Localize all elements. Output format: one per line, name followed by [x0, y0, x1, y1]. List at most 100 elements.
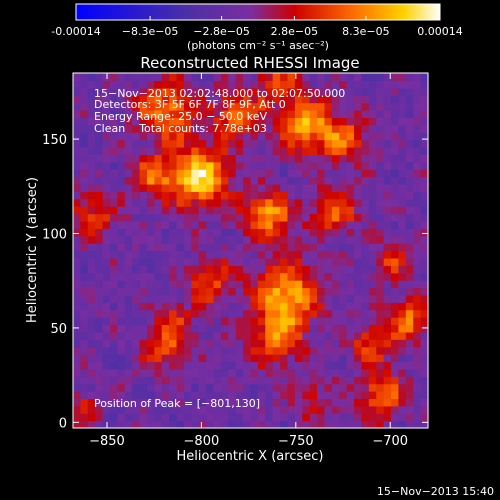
heatmap-cell [272, 213, 281, 222]
heatmap-cell [354, 191, 363, 200]
heatmap-cell [339, 169, 348, 178]
heatmap-cell [191, 354, 200, 363]
heatmap-cell [405, 235, 414, 244]
heatmap-cell [354, 154, 363, 163]
heatmap-cell [420, 102, 429, 111]
heatmap-cell [346, 154, 355, 163]
heatmap-cell [420, 161, 429, 170]
heatmap-cell [331, 287, 340, 296]
heatmap-cell [265, 80, 274, 89]
heatmap-cell [235, 324, 244, 333]
heatmap-cell [294, 368, 303, 377]
heatmap-cell [361, 73, 370, 81]
heatmap-cell [287, 250, 296, 259]
heatmap-cell [206, 87, 215, 96]
heatmap-cell [413, 405, 422, 414]
heatmap-cell [287, 331, 296, 340]
heatmap-cell [368, 169, 377, 178]
heatmap-cell [391, 206, 400, 215]
heatmap-cell [368, 73, 377, 81]
heatmap-cell [183, 294, 192, 303]
heatmap-cell [272, 398, 281, 407]
heatmap-cell [265, 213, 274, 222]
heatmap-cell [391, 354, 400, 363]
heatmap-cell [228, 405, 237, 414]
heatmap-cell [309, 198, 318, 207]
heatmap-cell [124, 191, 133, 200]
heatmap-cell [124, 235, 133, 244]
heatmap-cell [191, 206, 200, 215]
heatmap-cell [80, 272, 89, 281]
heatmap-cell [176, 191, 185, 200]
heatmap-cell [176, 161, 185, 170]
heatmap-cell [73, 95, 81, 104]
heatmap-cell [346, 354, 355, 363]
heatmap-cell [161, 413, 170, 422]
heatmap-cell [317, 324, 326, 333]
heatmap-cell [132, 191, 141, 200]
heatmap-cell [331, 346, 340, 355]
heatmap-cell [176, 405, 185, 414]
heatmap-cell [146, 176, 155, 185]
heatmap-cell [339, 317, 348, 326]
heatmap-cell [169, 206, 178, 215]
heatmap-cell [206, 317, 215, 326]
heatmap-cell [405, 87, 414, 96]
heatmap-cell [73, 339, 81, 348]
heatmap-cell [95, 139, 104, 148]
heatmap-cell [413, 176, 422, 185]
heatmap-cell [420, 287, 429, 296]
heatmap-cell [413, 398, 422, 407]
heatmap-cell [420, 317, 429, 326]
heatmap-cell [146, 383, 155, 392]
heatmap-cell [331, 146, 340, 155]
heatmap-cell [265, 235, 274, 244]
heatmap-cell [420, 368, 429, 377]
heatmap-cell [117, 213, 126, 222]
heatmap-cell [146, 191, 155, 200]
heatmap-cell [124, 213, 133, 222]
heatmap-cell [257, 220, 266, 229]
heatmap-cell [265, 280, 274, 289]
heatmap-cell [154, 405, 163, 414]
heatmap-cell [405, 154, 414, 163]
heatmap-cell [243, 287, 252, 296]
heatmap-cell [383, 176, 392, 185]
heatmap-cell [228, 368, 237, 377]
heatmap-cell [302, 220, 311, 229]
heatmap-cell [391, 420, 400, 429]
heatmap-cell [287, 317, 296, 326]
heatmap-cell [161, 124, 170, 133]
heatmap-cell [346, 287, 355, 296]
heatmap-cell [302, 146, 311, 155]
heatmap-cell [317, 265, 326, 274]
heatmap-cell [102, 280, 111, 289]
heatmap-cell [354, 117, 363, 126]
heatmap-cell [346, 176, 355, 185]
heatmap-cell [183, 154, 192, 163]
heatmap-cell [80, 198, 89, 207]
heatmap-cell [413, 317, 422, 326]
info-clean-counts: Clean Total counts: 7.78e+03 [94, 122, 267, 135]
heatmap-cell [169, 331, 178, 340]
heatmap-cell [302, 272, 311, 281]
heatmap-cell [413, 383, 422, 392]
heatmap-cell [324, 102, 333, 111]
heatmap-cell [132, 87, 141, 96]
heatmap-cell [250, 361, 259, 370]
heatmap-cell [213, 139, 222, 148]
heatmap-cell [169, 154, 178, 163]
heatmap-cell [146, 80, 155, 89]
heatmap-cell [183, 317, 192, 326]
heatmap-cell [294, 102, 303, 111]
heatmap-cell [102, 331, 111, 340]
heatmap-cell [331, 169, 340, 178]
heatmap-cell [198, 317, 207, 326]
heatmap-cell [339, 73, 348, 81]
heatmap-cell [368, 206, 377, 215]
heatmap-cell [109, 169, 118, 178]
heatmap-cell [280, 302, 289, 311]
heatmap-cell [102, 405, 111, 414]
heatmap-cell [220, 280, 229, 289]
heatmap-cell [124, 265, 133, 274]
